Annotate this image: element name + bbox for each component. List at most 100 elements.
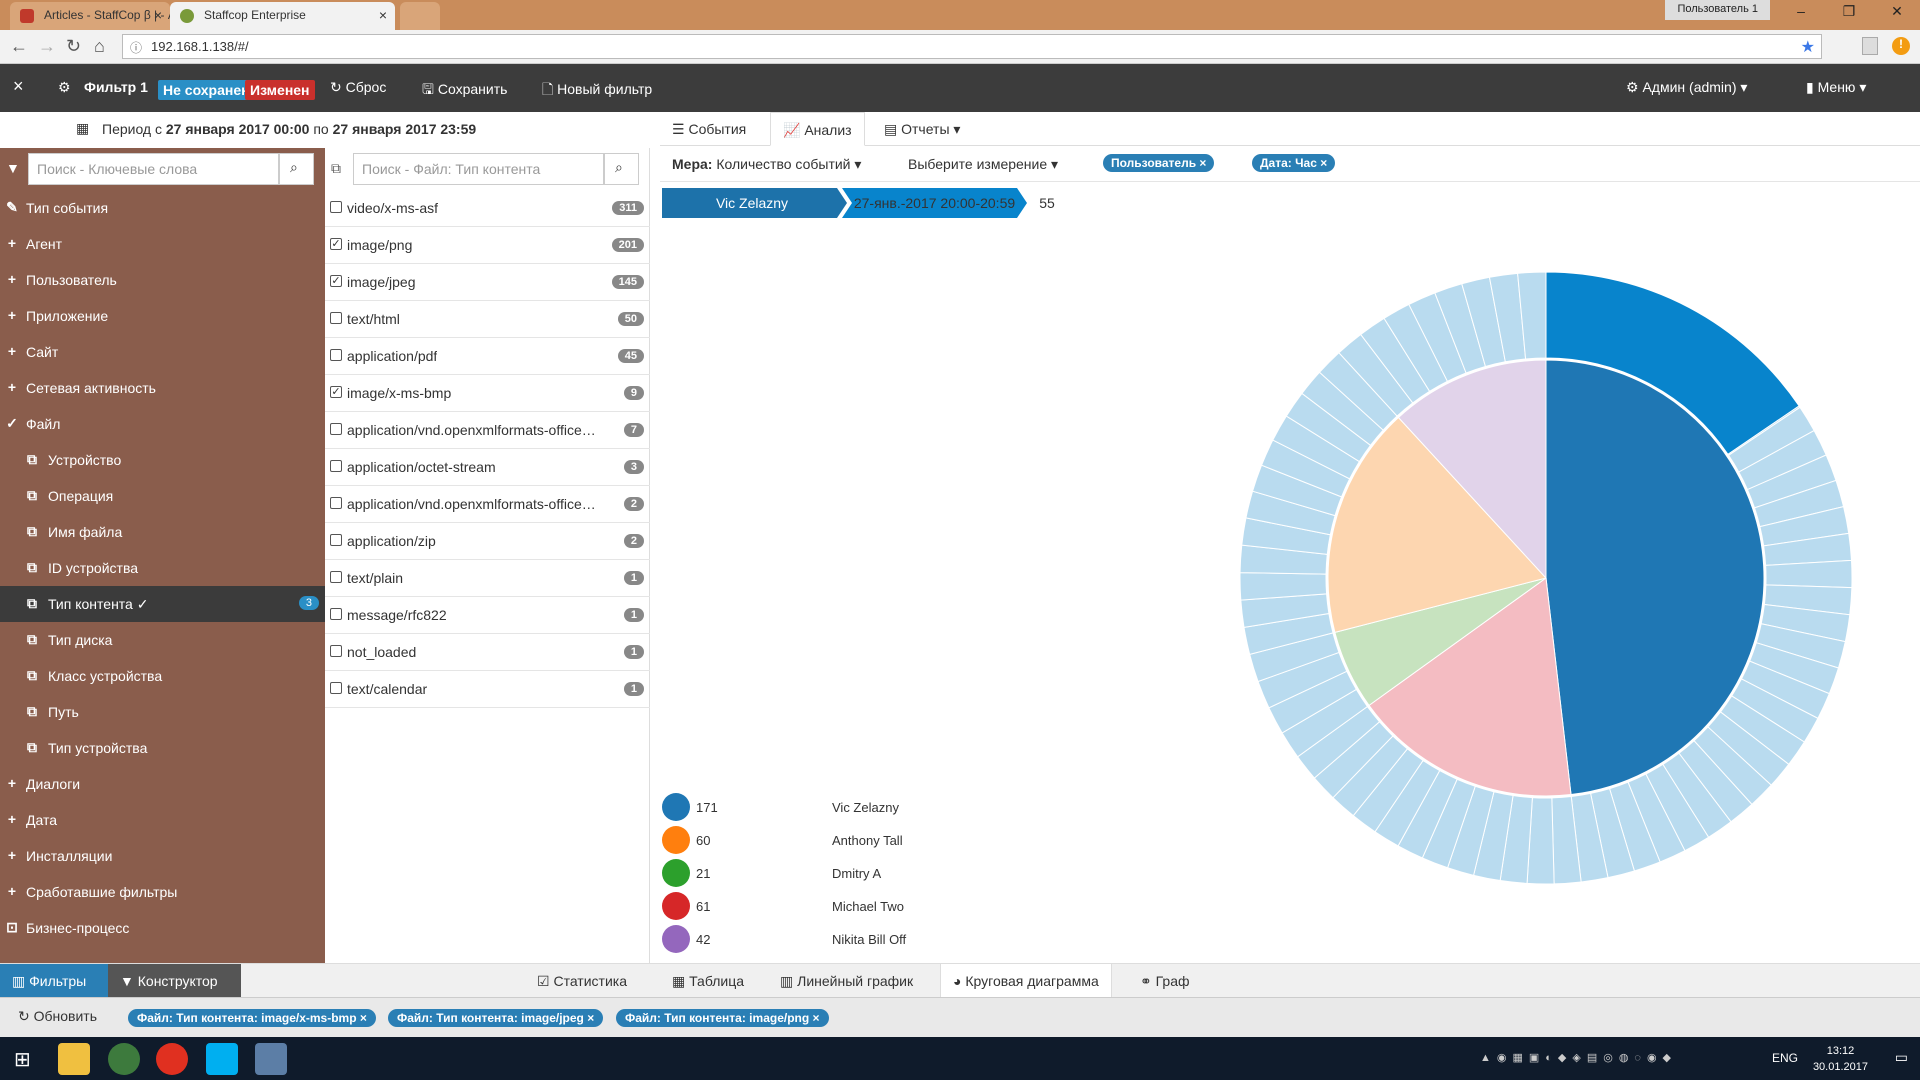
- tab-events[interactable]: ☰ События: [672, 121, 747, 137]
- content-type-row[interactable]: ✓ image/jpeg 145: [325, 264, 650, 301]
- sidebar-item[interactable]: ✓ Файл: [0, 406, 325, 442]
- checkbox[interactable]: [330, 497, 342, 509]
- tab-line-chart[interactable]: ▥ Линейный график: [780, 973, 914, 989]
- windows-start-icon[interactable]: ⊞: [14, 1049, 31, 1071]
- main-menu[interactable]: ▮ Меню ▾: [1806, 79, 1867, 95]
- sidebar-item[interactable]: ✎ Тип события: [0, 190, 325, 226]
- refresh-button[interactable]: ↻ Обновить: [18, 1008, 98, 1024]
- gear-icon[interactable]: ⚙: [58, 79, 71, 95]
- back-icon[interactable]: ←: [10, 36, 28, 56]
- content-type-row[interactable]: text/calendar 1: [325, 671, 650, 708]
- maximize-icon[interactable]: ❐: [1842, 3, 1856, 19]
- checkbox[interactable]: [330, 682, 342, 694]
- legend-item[interactable]: 60 Anthony Tall: [662, 826, 962, 856]
- keyword-search-input[interactable]: Поиск - Ключевые слова: [28, 153, 279, 185]
- sunburst-chart[interactable]: [1236, 268, 1856, 888]
- outer-ring-highlight[interactable]: [1545, 271, 1800, 455]
- home-icon[interactable]: ⌂: [94, 36, 105, 56]
- sidebar-item[interactable]: ⧉ Имя файла: [0, 514, 325, 550]
- content-type-search-input[interactable]: Поиск - Файл: Тип контента: [353, 153, 604, 185]
- sidebar-item[interactable]: + Инсталляции: [0, 838, 325, 874]
- minimize-icon[interactable]: –: [1797, 3, 1805, 19]
- content-type-row[interactable]: text/plain 1: [325, 560, 650, 597]
- outer-ring-segment[interactable]: [1765, 559, 1853, 589]
- legend-item[interactable]: 61 Michael Two: [662, 892, 962, 922]
- content-type-row[interactable]: ✓ image/png 201: [325, 227, 650, 264]
- filter-pill-png[interactable]: Файл: Тип контента: image/png ×: [616, 1009, 829, 1027]
- checkbox[interactable]: [330, 460, 342, 472]
- sidebar-item[interactable]: + Сайт: [0, 334, 325, 370]
- checkbox[interactable]: [330, 608, 342, 620]
- notifications-icon[interactable]: ▭: [1894, 1049, 1908, 1065]
- close-tab-icon[interactable]: ×: [378, 7, 387, 23]
- sidebar-item[interactable]: ⧉ Тип контента ✓ 3: [0, 586, 325, 622]
- alert-icon[interactable]: !: [1892, 37, 1910, 55]
- sidebar-item[interactable]: ⧉ Тип диска: [0, 622, 325, 658]
- pie-slice-vic-zelazny[interactable]: [1545, 359, 1765, 796]
- sidebar-item[interactable]: ⧉ Путь: [0, 694, 325, 730]
- browser-tab-articles[interactable]: Articles - StaffCop β | - A ×: [10, 2, 170, 30]
- tab-table[interactable]: ▦ Таблица: [672, 973, 745, 989]
- search-button[interactable]: ⌕: [279, 153, 314, 185]
- sidebar-item[interactable]: ⧉ Тип устройства: [0, 730, 325, 766]
- checkbox[interactable]: [330, 423, 342, 435]
- content-type-row[interactable]: message/rfc822 1: [325, 597, 650, 634]
- app-window-icon[interactable]: [255, 1043, 287, 1075]
- skype-icon[interactable]: [206, 1043, 238, 1075]
- language-indicator[interactable]: ENG: [1772, 1051, 1799, 1065]
- sidebar-item[interactable]: ⧉ Класс устройства: [0, 658, 325, 694]
- reload-icon[interactable]: ↻: [66, 36, 82, 56]
- checkbox[interactable]: [330, 201, 342, 213]
- checkbox[interactable]: [330, 534, 342, 546]
- checkbox[interactable]: [330, 645, 342, 657]
- sidebar-item[interactable]: ⊡ Бизнес-процесс: [0, 910, 325, 946]
- close-icon[interactable]: ×: [13, 76, 24, 96]
- tab-analysis[interactable]: 📈 Анализ: [770, 112, 865, 146]
- sidebar-item[interactable]: + Сработавшие фильтры: [0, 874, 325, 910]
- sidebar-item[interactable]: + Приложение: [0, 298, 325, 334]
- content-type-row[interactable]: video/x-ms-asf 311: [325, 190, 650, 227]
- checkbox[interactable]: [330, 349, 342, 361]
- sidebar-item[interactable]: + Пользователь: [0, 262, 325, 298]
- tab-filters[interactable]: ▥ Фильтры: [0, 964, 108, 998]
- sidebar-item[interactable]: ⧉ ID устройства: [0, 550, 325, 586]
- checkbox-checked[interactable]: ✓: [330, 238, 342, 250]
- dimension-pill-user[interactable]: Пользователь ×: [1103, 154, 1215, 172]
- yandex-icon[interactable]: [156, 1043, 188, 1075]
- content-type-row[interactable]: application/vnd.openxmlformats-officedoc…: [325, 412, 650, 449]
- outer-ring-segment[interactable]: [1517, 271, 1547, 360]
- forward-icon[interactable]: →: [38, 36, 56, 56]
- content-type-row[interactable]: ✓ image/x-ms-bmp 9: [325, 375, 650, 412]
- content-type-row[interactable]: application/pdf 45: [325, 338, 650, 375]
- search-button[interactable]: ⌕: [604, 153, 639, 185]
- content-type-row[interactable]: not_loaded 1: [325, 634, 650, 671]
- period-bar[interactable]: ▦ Период с 27 января 2017 00:00 по 27 ян…: [40, 112, 660, 146]
- sidebar-item[interactable]: + Агент: [0, 226, 325, 262]
- checkbox-checked[interactable]: ✓: [330, 275, 342, 287]
- taskbar-clock[interactable]: 13:12 30.01.2017: [1812, 1045, 1868, 1073]
- sidebar-item[interactable]: ⧉ Устройство: [0, 442, 325, 478]
- sidebar-item[interactable]: ⧉ Операция: [0, 478, 325, 514]
- new-filter-button[interactable]: 🗋 Новый фильтр: [542, 81, 653, 97]
- pie-slice-anthony-tall[interactable]: [1368, 577, 1572, 797]
- file-explorer-icon[interactable]: [58, 1043, 90, 1075]
- browser-tab-staffcop[interactable]: Staffcop Enterprise ×: [170, 2, 395, 30]
- new-tab-button[interactable]: [400, 2, 440, 30]
- chrome-icon[interactable]: [108, 1043, 140, 1075]
- checkbox[interactable]: [330, 312, 342, 324]
- tab-constructor[interactable]: ▼ Конструктор: [108, 964, 241, 998]
- measure-select[interactable]: Мера: Количество событий ▾: [672, 156, 862, 172]
- tab-graph[interactable]: ⚭ Граф: [1140, 973, 1190, 989]
- save-button[interactable]: 🖫 Сохранить: [422, 81, 508, 97]
- legend-item[interactable]: 171 Vic Zelazny: [662, 793, 962, 823]
- content-type-row[interactable]: text/html 50: [325, 301, 650, 338]
- tab-pie-chart[interactable]: ◕ Круговая диаграмма: [940, 964, 1112, 998]
- tab-statistics[interactable]: ☑ Статистика: [537, 973, 627, 989]
- dimension-select[interactable]: Выберите измерение ▾: [908, 156, 1059, 172]
- content-type-row[interactable]: application/vnd.openxmlformats-officedoc…: [325, 486, 650, 523]
- filter-pill-bmp[interactable]: Файл: Тип контента: image/x-ms-bmp ×: [128, 1009, 376, 1027]
- sidebar-item[interactable]: + Диалоги: [0, 766, 325, 802]
- legend-item[interactable]: 42 Nikita Bill Off: [662, 925, 962, 955]
- dimension-pill-date-hour[interactable]: Дата: Час ×: [1252, 154, 1336, 172]
- extension-icon[interactable]: [1862, 37, 1878, 55]
